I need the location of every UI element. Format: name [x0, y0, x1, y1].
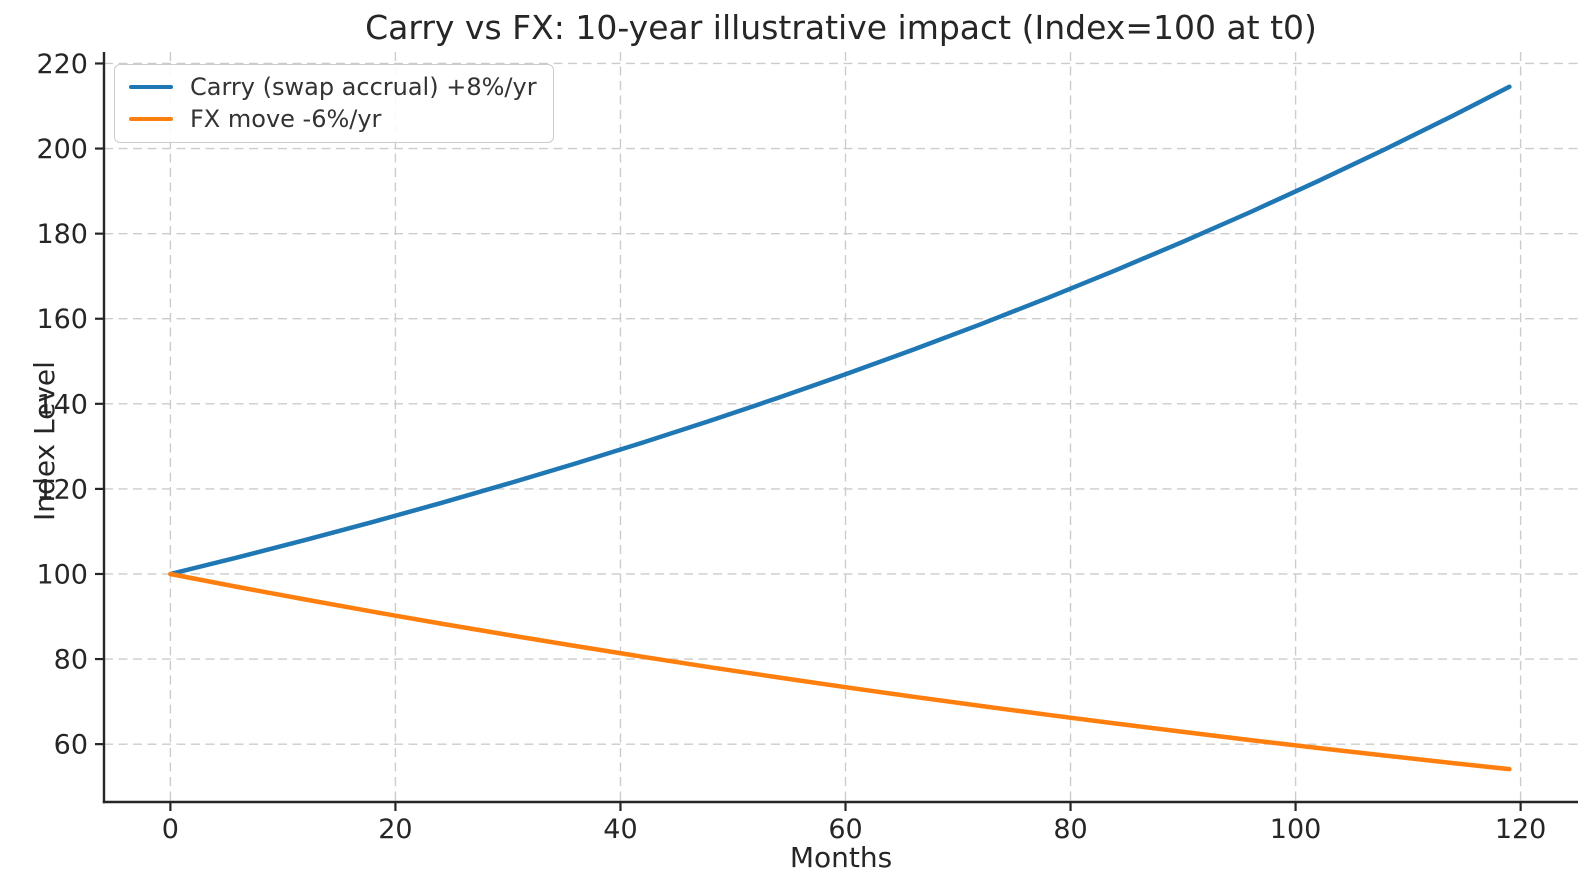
x-tick-label: 120	[1495, 814, 1547, 845]
fx-move-series-line	[168, 571, 1512, 772]
legend-item-fx: FX move -6%/yr	[129, 104, 537, 134]
carry-line-swatch	[129, 84, 173, 90]
y-tick-label: 120	[36, 474, 88, 505]
legend: Carry (swap accrual) +8%/yr FX move -6%/…	[114, 64, 554, 143]
carry-swap-series-line	[168, 84, 1512, 577]
x-tick-label: 80	[1053, 814, 1087, 845]
x-tick-label: 20	[378, 814, 412, 845]
y-tick-label: 60	[54, 730, 88, 761]
x-axis-title: Months	[789, 841, 893, 874]
y-tick-label: 200	[36, 134, 88, 165]
y-tick-label: 100	[36, 559, 88, 590]
fx-line-swatch	[129, 116, 173, 122]
legend-item-carry: Carry (swap accrual) +8%/yr	[129, 72, 537, 102]
y-tick-label: 160	[36, 304, 88, 335]
x-tick-label: 0	[162, 814, 179, 845]
x-tick-label: 60	[828, 814, 862, 845]
y-tick-label: 80	[54, 645, 88, 676]
y-tick-label: 180	[36, 219, 88, 250]
legend-label-carry: Carry (swap accrual) +8%/yr	[190, 73, 537, 101]
chart-title: Carry vs FX: 10-year illustrative impact…	[365, 8, 1317, 47]
x-tick-label: 40	[603, 814, 637, 845]
y-tick-label: 140	[36, 389, 88, 420]
legend-label-fx: FX move -6%/yr	[190, 105, 382, 133]
y-tick-label: 220	[36, 49, 88, 80]
x-tick-label: 100	[1270, 814, 1322, 845]
